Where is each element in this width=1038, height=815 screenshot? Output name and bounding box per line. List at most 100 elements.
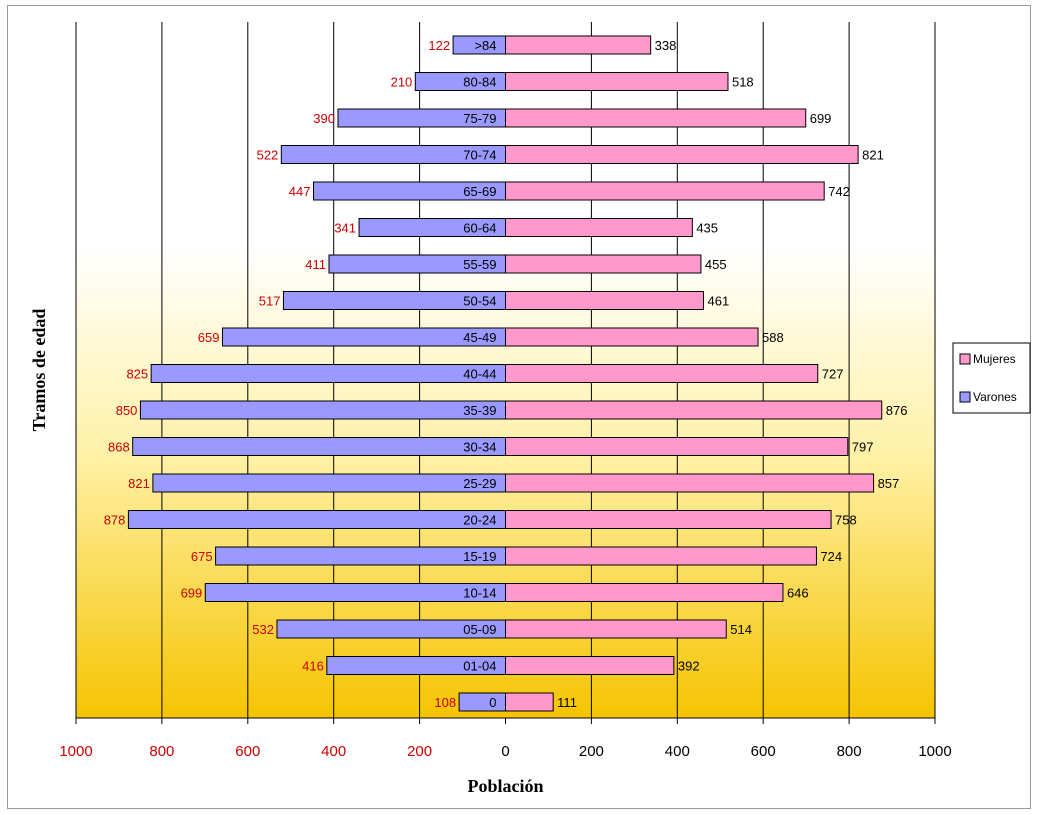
data-label-mujeres: 392 [678,659,700,674]
data-label-varones: 108 [434,695,456,710]
bar-mujeres [505,364,819,383]
bar-mujeres [505,108,807,128]
category-label: 40-44 [463,367,496,382]
data-label-varones: 675 [191,549,213,564]
data-label-varones: 341 [334,221,356,236]
data-label-mujeres: 461 [707,294,729,309]
data-label-mujeres: 588 [762,330,784,345]
data-label-varones: 699 [181,586,203,601]
bar-varones [132,437,506,456]
category-label: 65-69 [463,184,496,199]
category-label: 25-29 [463,476,496,491]
bar-varones [215,546,506,566]
category-label: 05-09 [463,622,496,637]
data-label-mujeres: 821 [862,148,884,163]
data-label-varones: 122 [428,38,450,53]
x-tick-label: 1000 [918,743,951,760]
legend-swatch [959,353,971,365]
x-tick-label: 600 [235,743,260,760]
bar-varones [127,510,507,529]
x-tick-label: 200 [407,743,432,760]
data-label-varones: 868 [108,440,130,455]
category-label: 30-34 [463,440,496,455]
category-label: 50-54 [463,294,496,309]
bar-varones [458,692,507,712]
data-label-varones: 210 [391,75,413,90]
bars: 0 108 111 01-04 416 392 05-09 532 514 10-14 699 646… [104,35,908,712]
bar-varones [150,364,506,383]
category-label: 15-19 [463,549,496,564]
bar-mujeres [505,327,759,347]
data-label-varones: 659 [198,330,220,345]
bar-mujeres [505,145,859,164]
x-tick-label: 800 [149,743,174,760]
data-label-mujeres: 758 [835,513,857,528]
bar-mujeres [505,181,825,201]
data-label-varones: 390 [313,111,335,126]
data-label-mujeres: 111 [557,695,577,710]
category-label: 45-49 [463,330,496,345]
x-tick-label: 400 [665,743,690,760]
x-tick-label: 600 [751,743,776,760]
data-label-varones: 821 [128,476,150,491]
category-label: 10-14 [463,586,496,601]
category-label: 0 [489,695,496,710]
data-label-mujeres: 514 [730,622,752,637]
data-label-varones: 532 [252,622,274,637]
category-label: >84 [474,38,496,53]
data-label-varones: 416 [302,659,324,674]
category-label: 35-39 [463,403,496,418]
x-tick-label: 1000 [59,743,92,760]
legend: Mujeres Varones [952,342,1031,414]
data-label-mujeres: 797 [852,440,874,455]
bar-mujeres [505,510,832,529]
bar-mujeres [505,254,702,274]
bar-varones [204,583,506,602]
data-label-mujeres: 742 [828,184,850,199]
data-label-mujeres: 435 [696,221,718,236]
data-label-varones: 878 [104,513,126,528]
category-label: 75-79 [463,111,496,126]
category-label: 20-24 [463,513,496,528]
bar-mujeres [505,473,875,493]
bar-mujeres [505,437,849,456]
bar-mujeres [505,291,704,310]
data-label-varones: 850 [116,403,138,418]
data-label-mujeres: 338 [655,38,677,53]
bar-mujeres [505,72,729,91]
x-tick-label: 200 [579,743,604,760]
legend-label: Mujeres [973,352,1016,366]
data-label-varones: 522 [257,148,279,163]
x-axis-title: Población [467,776,543,796]
bar-mujeres [505,218,693,237]
x-tick-label: 800 [837,743,862,760]
data-label-mujeres: 646 [787,586,809,601]
data-label-mujeres: 876 [886,403,908,418]
legend-swatch [959,391,971,403]
bar-mujeres [505,692,554,712]
data-label-varones: 447 [289,184,311,199]
bar-varones [139,400,507,420]
data-label-varones: 825 [126,367,148,382]
x-tick-label: 400 [321,743,346,760]
bar-mujeres [505,35,652,55]
category-label: 01-04 [463,659,496,674]
data-label-mujeres: 455 [705,257,727,272]
data-label-mujeres: 727 [822,367,844,382]
data-label-varones: 517 [259,294,281,309]
category-label: 55-59 [463,257,496,272]
bar-mujeres [505,656,675,675]
data-label-varones: 411 [305,257,326,272]
y-axis-title: Tramos de edad [29,309,49,432]
x-axis-ticks: 1000 800 600 400 200 0 200 400 600 800 1000 [59,743,951,760]
x-tick-label: 0 [501,743,509,760]
data-label-mujeres: 724 [820,549,842,564]
bar-mujeres [505,546,817,566]
data-label-mujeres: 518 [732,75,754,90]
data-label-mujeres: 857 [878,476,900,491]
category-label: 80-84 [463,75,496,90]
bar-mujeres [505,619,727,639]
bar-mujeres [505,400,883,420]
legend-label: Varones [973,390,1017,404]
